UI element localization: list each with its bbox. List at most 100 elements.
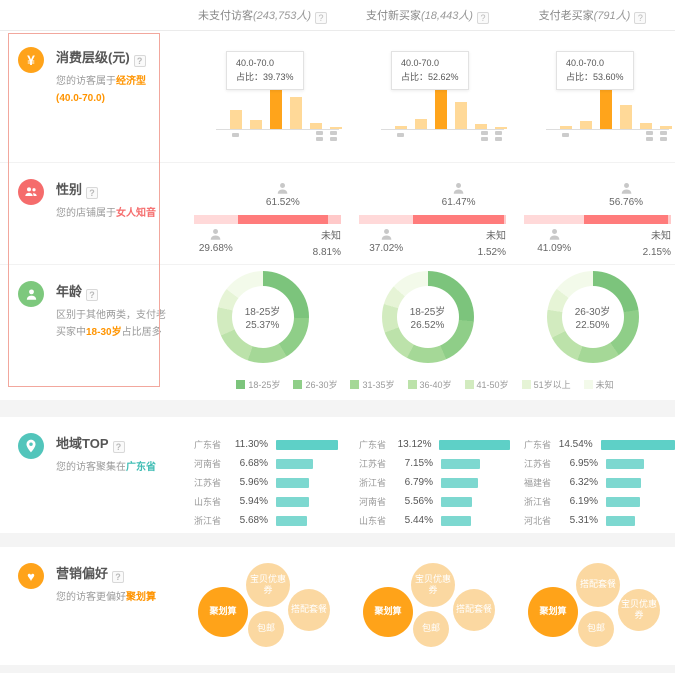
header-col-new-buyers: 支付新买家(18,443人)? xyxy=(345,7,510,24)
region-bar xyxy=(441,458,480,469)
region-row: 河南省 6.68% xyxy=(194,454,345,473)
gender-chart-new: 61.47% 37.02% 未知 1.52% xyxy=(345,163,510,264)
gender-stacked-bar xyxy=(524,215,671,224)
legend-swatch xyxy=(464,380,474,389)
gender-segment-primary xyxy=(237,215,329,224)
unknown-share: 未知 2.15% xyxy=(643,229,671,261)
region-row: 江苏省 7.15% xyxy=(359,454,510,473)
tooltip-range: 40.0-70.0 xyxy=(236,58,275,68)
gender-stacked-bar xyxy=(359,215,506,224)
legend-item: 41-50岁 xyxy=(464,378,509,391)
age-donut: 18-25岁 25.37% xyxy=(216,271,309,363)
bubble-main: 聚划算 xyxy=(528,587,578,637)
tooltip-share: 占比：53.60% xyxy=(566,72,624,83)
axis-tick xyxy=(495,137,502,141)
region-value: 6.68% xyxy=(239,458,268,469)
unknown-value: 1.52% xyxy=(477,247,506,258)
section-title: 营销偏好? xyxy=(56,563,170,583)
region-label: 浙江省 xyxy=(524,497,552,507)
consumption-chart-new: 40.0-70.0 占比：52.62% xyxy=(345,31,510,162)
donut-center-label: 18-25岁 xyxy=(409,307,446,318)
legend-item: 18-25岁 xyxy=(236,378,280,391)
gender-segment-primary xyxy=(413,215,504,224)
help-icon[interactable]: ? xyxy=(112,571,125,583)
unknown-value: 2.15% xyxy=(642,247,671,258)
axis-tick xyxy=(481,131,488,135)
axis-tick xyxy=(646,131,653,135)
axis-tick xyxy=(660,137,667,141)
donut-center: 18-25岁 25.37% xyxy=(231,286,294,348)
region-bar xyxy=(276,515,307,526)
consumption-sidebar: ¥ 消费层级(元)? 您的访客属于经济型(40.0-70.0) xyxy=(0,31,180,162)
help-icon[interactable]: ? xyxy=(315,11,328,24)
header-label: 未支付访客 xyxy=(197,9,253,22)
divider-band xyxy=(0,400,675,417)
age-donut: 18-25岁 26.52% xyxy=(381,271,474,363)
bar xyxy=(560,126,572,129)
section-desc: 您的访客属于经济型(40.0-70.0) xyxy=(56,76,146,104)
axis-tick xyxy=(232,133,239,137)
bar xyxy=(415,119,427,129)
region-value: 5.31% xyxy=(569,515,598,526)
help-icon[interactable]: ? xyxy=(112,441,125,453)
region-label: 江苏省 xyxy=(194,478,222,488)
desc-highlight: 女人知音 xyxy=(116,208,156,219)
legend-swatch xyxy=(293,380,303,389)
bubble-bottom: 包邮 xyxy=(578,611,614,647)
age-legend-row: 18-25岁 26-30岁 31-35岁 36-40岁 41-50岁 51岁以上 未知 xyxy=(0,370,675,400)
male-share: 41.09% xyxy=(537,227,571,254)
tooltip-share: 占比：52.62% xyxy=(401,72,459,83)
axis-tick xyxy=(660,131,667,135)
region-bar xyxy=(276,439,338,450)
section-consumption: ¥ 消费层级(元)? 您的访客属于经济型(40.0-70.0) 40.0-70.… xyxy=(0,31,675,163)
bar xyxy=(455,102,467,129)
region-row: 广东省 11.30% xyxy=(194,435,345,454)
region-label: 山东省 xyxy=(359,516,387,526)
desc-highlight: 聚划算 xyxy=(126,592,156,603)
axis-tick xyxy=(316,131,323,135)
bar xyxy=(270,87,282,129)
help-icon[interactable]: ? xyxy=(133,55,146,67)
legend-item: 36-40岁 xyxy=(407,378,452,391)
legend-label: 31-35岁 xyxy=(362,380,395,390)
heart-icon: ♥ xyxy=(18,563,44,589)
region-value: 5.56% xyxy=(404,496,433,507)
legend-label: 51岁以上 xyxy=(533,380,571,390)
region-row: 广东省 13.12% xyxy=(359,435,510,454)
female-share: 61.47% xyxy=(442,181,476,208)
region-row: 江苏省 5.96% xyxy=(194,473,345,492)
region-label: 河南省 xyxy=(194,459,222,469)
region-bar xyxy=(441,515,471,526)
legend-label: 未知 xyxy=(595,380,614,390)
female-value: 61.52% xyxy=(265,197,300,208)
bar xyxy=(580,121,592,129)
gender-chart-unpaid: 61.52% 29.68% 未知 8.81% xyxy=(180,163,345,264)
male-value: 37.02% xyxy=(369,243,404,254)
section-desc: 您的访客聚集在广东省 xyxy=(56,462,156,473)
help-icon[interactable]: ? xyxy=(634,11,647,24)
axis-tick xyxy=(481,137,488,141)
bar xyxy=(620,105,632,129)
legend-item: 31-35岁 xyxy=(350,378,395,391)
tooltip-range: 40.0-70.0 xyxy=(401,58,440,68)
bar xyxy=(600,87,612,129)
region-value: 6.19% xyxy=(569,496,598,507)
legend-item: 26-30岁 xyxy=(293,378,337,391)
region-label: 江苏省 xyxy=(524,459,552,469)
age-legend: 18-25岁 26-30岁 31-35岁 36-40岁 41-50岁 51岁以上 未知 xyxy=(175,370,675,391)
help-icon[interactable]: ? xyxy=(476,11,489,24)
section-desc: 区别于其他两类，支付老买家中18-30岁占比居多 xyxy=(56,310,166,338)
gender-segment-unknown xyxy=(328,215,341,224)
bar xyxy=(330,127,342,129)
female-value: 56.76% xyxy=(609,197,644,208)
gender-chart: 56.76% 41.09% 未知 2.15% xyxy=(524,181,671,265)
region-row: 江苏省 6.95% xyxy=(524,454,675,473)
help-icon[interactable]: ? xyxy=(86,289,99,301)
help-icon[interactable]: ? xyxy=(86,187,99,199)
donut-center-value: 25.37% xyxy=(245,320,280,331)
region-bar xyxy=(606,458,644,469)
legend-swatch xyxy=(236,380,246,389)
gender-chart-repeat: 56.76% 41.09% 未知 2.15% xyxy=(510,163,675,264)
region-value: 14.54% xyxy=(558,439,593,450)
region-value: 11.30% xyxy=(234,439,268,450)
